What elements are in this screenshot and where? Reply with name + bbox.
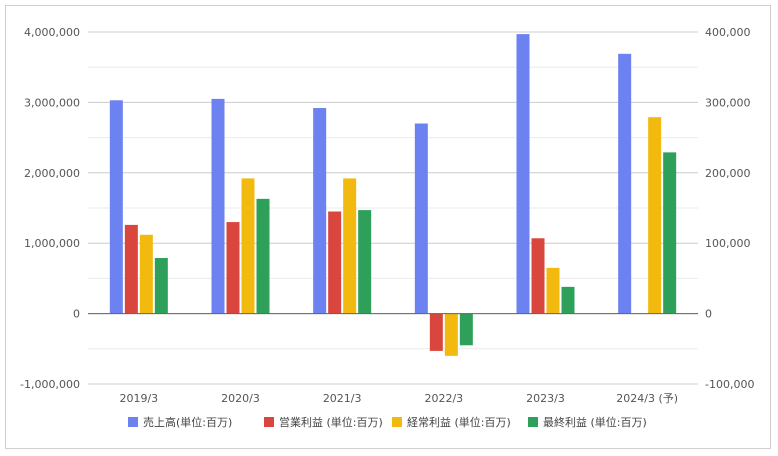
bar xyxy=(618,53,632,314)
bar xyxy=(109,100,123,314)
bar xyxy=(313,108,327,314)
bar xyxy=(546,267,560,314)
right-tick-label: 0 xyxy=(705,308,712,321)
bar xyxy=(459,313,473,346)
left-tick-label: 3,000,000 xyxy=(24,96,80,109)
bars xyxy=(109,34,677,356)
right-tick-label: 400,000 xyxy=(705,26,751,39)
category-label: 2023/3 xyxy=(526,392,565,405)
category-label: 2024/3 (予) xyxy=(616,392,678,405)
legend-swatch xyxy=(264,417,274,427)
legend-swatch xyxy=(392,417,402,427)
legend-swatch xyxy=(128,417,138,427)
bar xyxy=(648,117,662,314)
legend-label: 経常利益 (単位:百万) xyxy=(407,415,511,429)
legend-label: 営業利益 (単位:百万) xyxy=(279,415,383,429)
right-tick-label: 100,000 xyxy=(705,237,751,250)
right-tick-label: 200,000 xyxy=(705,167,751,180)
category-labels: 2019/3 2020/3 2021/3 2022/3 2023/3 2024/3 (予) xyxy=(119,392,678,405)
right-axis-ticks: -100,000 0 100,000 200,000 300,000 400,000 xyxy=(705,26,754,391)
bar xyxy=(444,313,458,356)
bar xyxy=(226,222,240,314)
bar xyxy=(561,286,575,314)
bar xyxy=(429,313,443,351)
category-label: 2020/3 xyxy=(221,392,260,405)
bar xyxy=(531,238,545,314)
bar xyxy=(139,234,153,314)
bar xyxy=(211,98,225,314)
bar xyxy=(241,178,255,314)
bar xyxy=(124,224,138,314)
bar xyxy=(154,257,168,314)
legend-label: 最終利益 (単位:百万) xyxy=(543,415,647,429)
legend-swatch xyxy=(528,417,538,427)
right-tick-label: 300,000 xyxy=(705,96,751,109)
category-label: 2019/3 xyxy=(119,392,158,405)
gridlines xyxy=(88,31,698,385)
bar xyxy=(358,210,372,314)
left-tick-label: 4,000,000 xyxy=(24,26,80,39)
bar xyxy=(256,198,270,314)
left-tick-label: -1,000,000 xyxy=(20,378,80,391)
bar xyxy=(343,178,357,314)
right-tick-label: -100,000 xyxy=(705,378,754,391)
legend-label: 売上高(単位:百万) xyxy=(143,415,232,429)
left-tick-label: 1,000,000 xyxy=(24,237,80,250)
legend: 売上高(単位:百万) 営業利益 (単位:百万) 経常利益 (単位:百万) 最終利益 (… xyxy=(128,415,647,429)
left-tick-label: 2,000,000 xyxy=(24,167,80,180)
left-axis-ticks: -1,000,000 0 1,000,000 2,000,000 3,000,000 4,… xyxy=(20,26,80,391)
bar xyxy=(663,152,677,314)
category-label: 2022/3 xyxy=(424,392,463,405)
left-tick-label: 0 xyxy=(73,308,80,321)
bar xyxy=(516,34,530,314)
category-label: 2021/3 xyxy=(323,392,362,405)
bar xyxy=(328,211,342,314)
bar xyxy=(414,123,428,314)
